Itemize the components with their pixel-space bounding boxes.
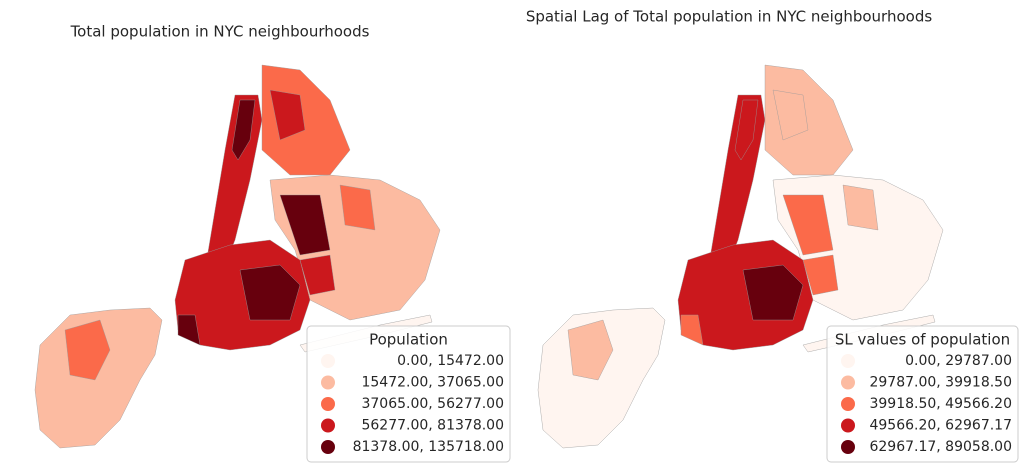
legend-marker: [321, 375, 335, 390]
neighbourhood: [239, 264, 301, 321]
neighbourhood: [567, 319, 614, 381]
legend-marker: [321, 418, 335, 433]
map: [34, 64, 441, 449]
neighbourhood: [269, 89, 306, 141]
neighbourhood: [177, 314, 201, 346]
legend-label: 29787.00, 39918.50: [869, 375, 1012, 391]
legend-marker: [321, 354, 335, 368]
legend-title: Population: [369, 331, 448, 349]
neighbourhood: [64, 319, 111, 381]
legend-label: 0.00, 29787.00: [905, 353, 1012, 369]
legend-label: 81378.00, 135718.00: [353, 439, 504, 455]
legend-label: 15472.00, 37065.00: [361, 375, 504, 391]
legend-marker: [841, 354, 855, 368]
map-title: Spatial Lag of Total population in NYC n…: [526, 8, 933, 26]
neighbourhood: [772, 89, 809, 141]
legend-marker: [841, 375, 855, 390]
legend-label: 37065.00, 56277.00: [361, 396, 504, 412]
legend-marker: [321, 440, 335, 454]
neighbourhood: [742, 264, 804, 321]
neighbourhood: [734, 99, 759, 161]
legend-box: [306, 325, 511, 463]
legend-label: 0.00, 15472.00: [397, 353, 504, 369]
legend-marker: [841, 397, 855, 411]
neighbourhood: [279, 194, 331, 256]
neighbourhood: [842, 184, 879, 231]
map-title: Total population in NYC neighbourhoods: [70, 23, 370, 41]
neighbourhood: [802, 254, 839, 296]
neighbourhood: [231, 99, 256, 161]
neighbourhood: [339, 184, 376, 231]
legend-title: SL values of population: [835, 331, 1010, 349]
legend-marker: [321, 397, 335, 411]
legend-label: 56277.00, 81378.00: [361, 418, 504, 434]
legend-label: 39918.50, 49566.20: [869, 396, 1012, 412]
neighbourhood: [299, 254, 336, 296]
legend-label: 62967.17, 89058.00: [869, 439, 1012, 455]
map: [537, 64, 944, 449]
neighbourhood: [680, 314, 704, 346]
legend-marker: [841, 440, 855, 454]
legend-label: 49566.20, 62967.17: [869, 418, 1012, 434]
legend-marker: [841, 418, 855, 433]
neighbourhood: [782, 194, 834, 256]
legend-box: [826, 325, 1019, 463]
